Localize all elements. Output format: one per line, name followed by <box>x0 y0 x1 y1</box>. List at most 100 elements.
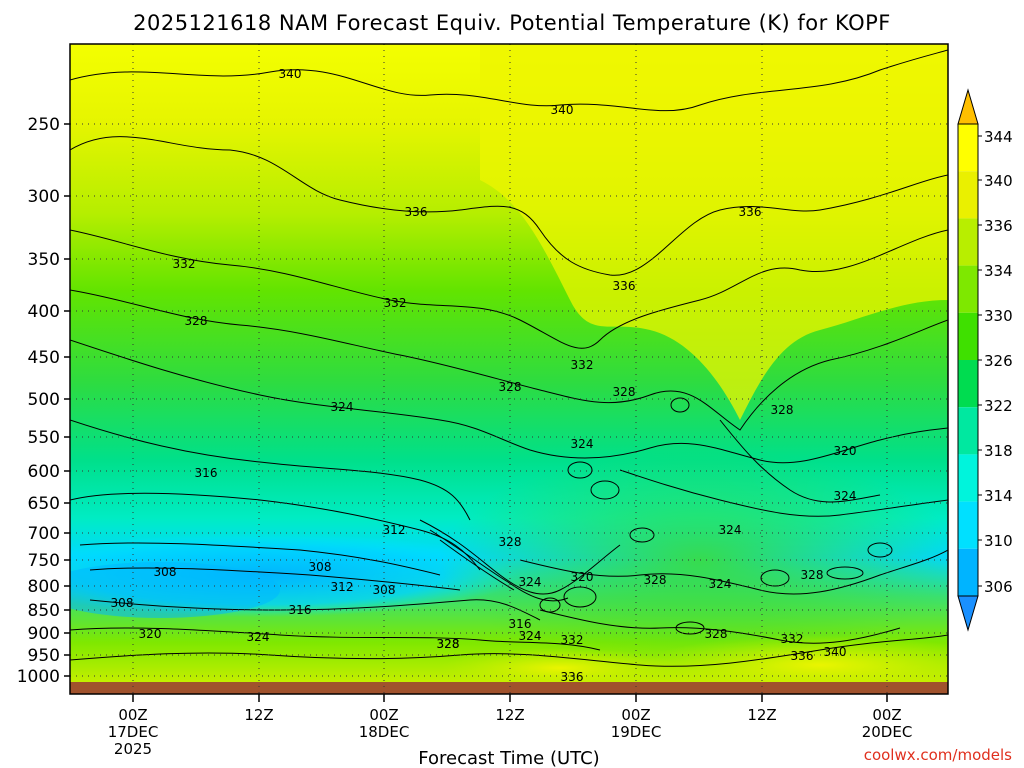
x-axis-label: Forecast Time (UTC) <box>418 748 599 768</box>
contour-label: 340 <box>551 103 574 117</box>
colorbar-tick-label: 314 <box>984 487 1013 505</box>
contour-label: 320 <box>834 444 857 458</box>
y-tick-label: 300 <box>28 187 60 207</box>
colorbar-segment <box>958 548 978 596</box>
contour-label: 332 <box>781 632 804 646</box>
colorbar-segment <box>958 124 978 172</box>
contour-label: 324 <box>331 400 354 414</box>
x-tick-label: 18DEC <box>359 723 410 741</box>
colorbar-tick-label: 336 <box>984 217 1013 235</box>
contour-label: 328 <box>437 637 460 651</box>
colorbar-tick-label: 334 <box>984 262 1013 280</box>
contour-label: 308 <box>111 596 134 610</box>
x-tick-label: 12Z <box>495 706 524 724</box>
colorbar-tick-label: 318 <box>984 442 1013 460</box>
colorbar-tick-label: 306 <box>984 578 1013 596</box>
x-tick-label: 12Z <box>244 706 273 724</box>
y-tick-label: 600 <box>28 462 60 482</box>
contour-label: 312 <box>331 580 354 594</box>
contour-label: 324 <box>719 523 742 537</box>
plot-field <box>70 44 948 694</box>
x-tick-label: 00Z <box>118 706 147 724</box>
contour-label: 332 <box>571 358 594 372</box>
contour-label: 324 <box>571 437 594 451</box>
colorbar-segment <box>958 360 978 408</box>
y-tick-label: 250 <box>28 115 60 135</box>
x-tick-label: 17DEC <box>108 723 159 741</box>
credit-text: coolwx.com/models <box>864 746 1012 764</box>
contour-lines <box>70 49 948 667</box>
contour-label: 328 <box>613 385 636 399</box>
contour-label: 308 <box>373 583 396 597</box>
contour-label: 328 <box>437 637 460 651</box>
colorbar: 344 340 336 334 330 326 322 318 314 310 306 <box>957 88 1013 632</box>
y-tick-label: 900 <box>28 624 60 644</box>
y-tick-label: 950 <box>28 646 60 666</box>
contour-label: 336 <box>405 205 428 219</box>
colorbar-bottom-arrow <box>957 595 979 632</box>
colorbar-tick-label: 340 <box>984 172 1013 190</box>
contour-label: 308 <box>154 565 177 579</box>
contour-label: 332 <box>384 296 407 310</box>
colorbar-tick-label: 322 <box>984 397 1013 415</box>
contour-label: 336 <box>739 205 762 219</box>
y-tick-label: 450 <box>28 348 60 368</box>
colorbar-segment <box>958 454 978 502</box>
contour-label: 316 <box>289 603 312 617</box>
contour-label: 324 <box>247 630 270 644</box>
y-tick-label: 1000 <box>17 667 60 687</box>
contour-label: 328 <box>185 314 208 328</box>
colorbar-tick-label: 330 <box>984 307 1013 325</box>
contour-label: 324 <box>519 575 542 589</box>
contour-label: 332 <box>561 633 584 647</box>
colorbar-segment <box>958 312 978 360</box>
colorbar-segment <box>958 265 978 313</box>
y-tick-label: 350 <box>28 250 60 270</box>
contour-label: 328 <box>499 380 522 394</box>
contour-label: 316 <box>509 617 532 631</box>
contour-label: 312 <box>383 523 406 537</box>
contour-label: 332 <box>173 257 196 271</box>
x-tick-label: 00Z <box>621 706 650 724</box>
contour-label: 328 <box>771 403 794 417</box>
colorbar-segment <box>958 171 978 219</box>
colorbar-segment <box>958 218 978 266</box>
contour-label: 324 <box>834 489 857 503</box>
contour-label: 336 <box>561 670 584 684</box>
contour-label: 324 <box>709 577 732 591</box>
x-tick-label: 12Z <box>747 706 776 724</box>
x-tick-label: 00Z <box>369 706 398 724</box>
chart-title: 2025121618 NAM Forecast Equiv. Potential… <box>133 11 891 35</box>
y-tick-label: 650 <box>28 494 60 514</box>
grid <box>70 44 948 694</box>
x-tick-label: 00Z <box>872 706 901 724</box>
y-axis: 250 300 350 400 450 500 550 600 650 700 750 800 850 9… <box>17 115 70 687</box>
y-tick-label: 850 <box>28 601 60 621</box>
x-tick-label: 20DEC <box>862 723 913 741</box>
contour-label: 324 <box>519 629 542 643</box>
contour-label: 320 <box>139 627 162 641</box>
x-tick-label: 2025 <box>114 740 152 758</box>
contour-label: 308 <box>309 560 332 574</box>
contour-label: 320 <box>571 570 594 584</box>
y-tick-label: 550 <box>28 428 60 448</box>
colorbar-tick-label: 344 <box>984 128 1013 146</box>
x-tick-label: 19DEC <box>611 723 662 741</box>
y-tick-label: 750 <box>28 551 60 571</box>
contour-label: 340 <box>824 645 847 659</box>
colorbar-tick-label: 310 <box>984 532 1013 550</box>
colorbar-top-arrow <box>957 88 979 125</box>
contour-label: 328 <box>801 568 824 582</box>
colorbar-tick-label: 326 <box>984 352 1013 370</box>
plot-frame <box>69 43 949 695</box>
contour-label: 328 <box>705 627 728 641</box>
contour-label: 328 <box>499 535 522 549</box>
contour-label: 336 <box>791 649 814 663</box>
contour-label: 340 <box>279 67 302 81</box>
contour-label: 336 <box>613 279 636 293</box>
y-tick-label: 700 <box>28 524 60 544</box>
contour-label: 316 <box>195 466 218 480</box>
